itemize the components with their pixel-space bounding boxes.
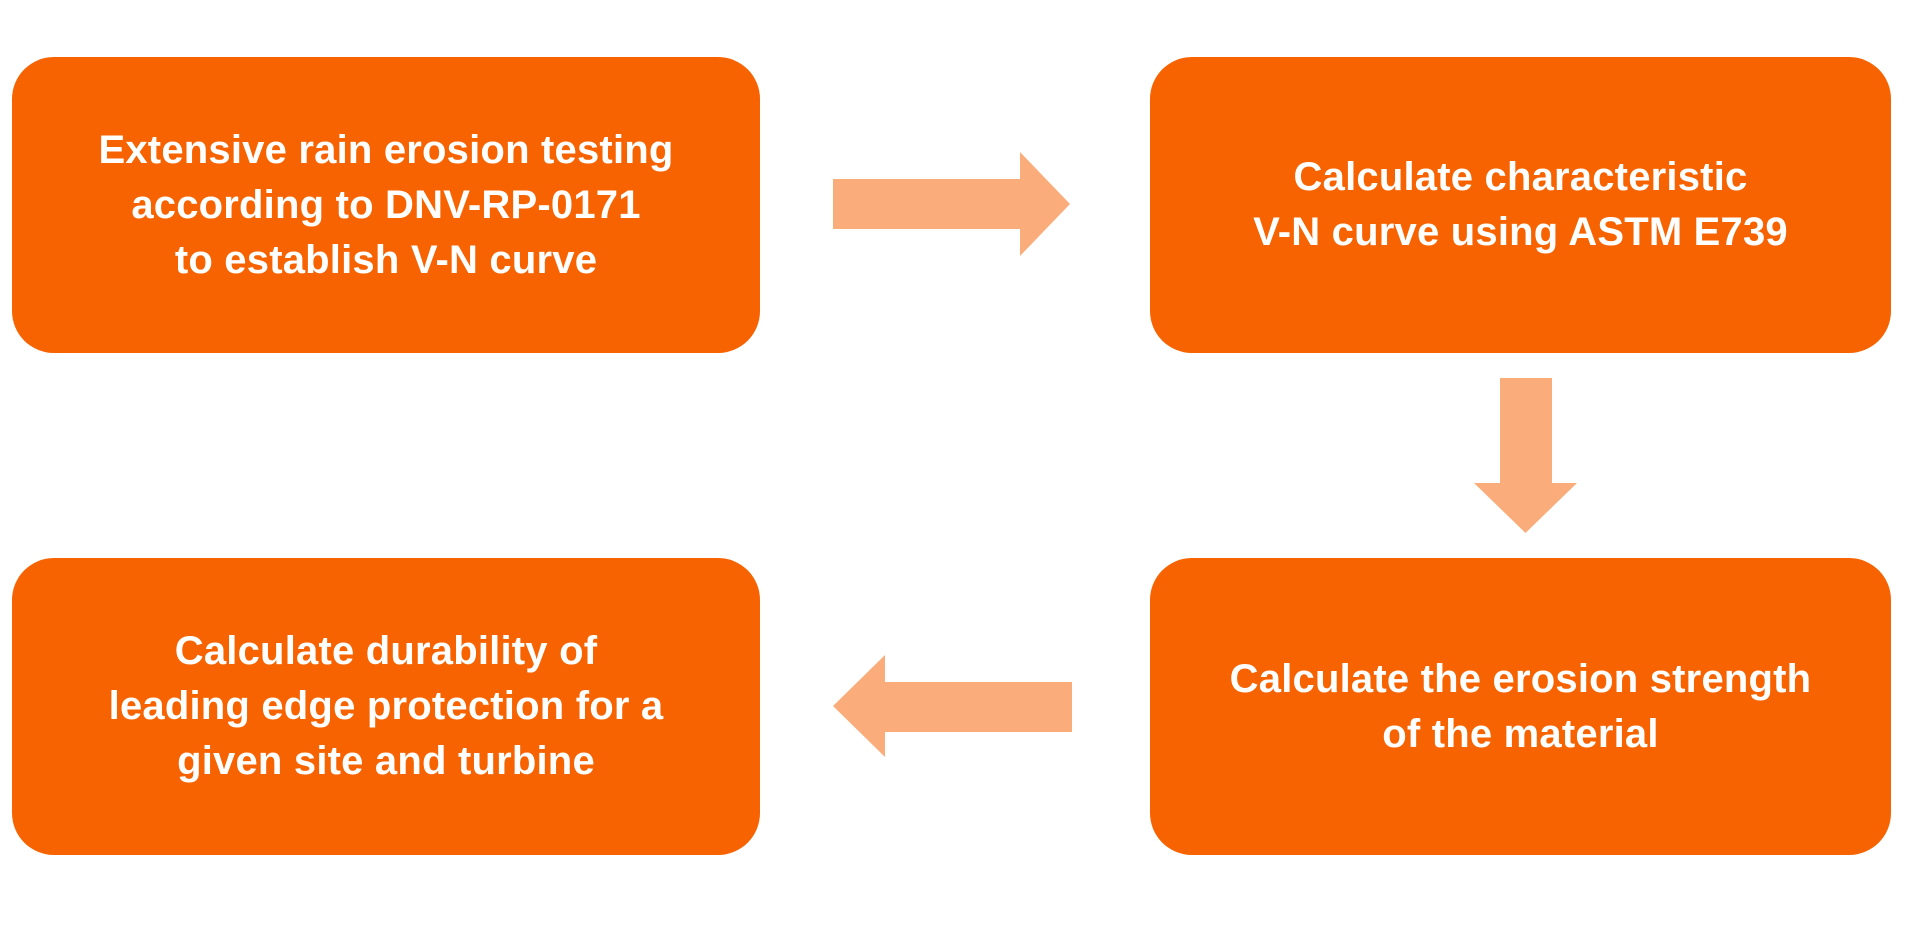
- flow-step-4-text: Calculate durability of leading edge pro…: [109, 624, 664, 789]
- flow-step-4-line-3: given site and turbine: [177, 739, 595, 783]
- flow-step-1: Extensive rain erosion testing according…: [12, 57, 760, 353]
- flow-step-2: Calculate characteristic V-N curve using…: [1150, 57, 1891, 353]
- flow-step-2-text: Calculate characteristic V-N curve using…: [1253, 150, 1788, 260]
- flow-step-4-line-1: Calculate durability of: [174, 629, 598, 673]
- flow-step-4: Calculate durability of leading edge pro…: [12, 558, 760, 855]
- flow-step-3: Calculate the erosion strength of the ma…: [1150, 558, 1891, 855]
- flow-arrow-right-icon: [833, 152, 1070, 256]
- flow-step-2-line-2: V-N curve using ASTM E739: [1253, 210, 1788, 254]
- flow-arrow-right-shape: [833, 152, 1070, 256]
- flow-step-1-line-3: to establish V-N curve: [174, 237, 598, 282]
- flow-step-4-line-2: leading edge protection for a: [108, 684, 664, 728]
- flow-step-3-text: Calculate the erosion strength of the ma…: [1230, 652, 1812, 762]
- flow-arrow-down-icon: [1474, 378, 1577, 533]
- flow-arrow-down-shape: [1474, 378, 1577, 533]
- flow-arrow-left-shape: [833, 655, 1072, 757]
- flow-arrow-left-icon: [833, 655, 1072, 757]
- flow-step-3-line-2: of the material: [1382, 711, 1659, 756]
- flow-step-1-line-1: Extensive rain erosion testing: [98, 127, 674, 172]
- flow-step-1-text: Extensive rain erosion testing according…: [98, 123, 673, 288]
- flow-step-2-line-1: Calculate characteristic: [1293, 155, 1748, 199]
- flow-step-3-line-1: Calculate the erosion strength: [1229, 656, 1812, 701]
- flow-step-1-line-2: according to DNV-RP-0171: [131, 182, 641, 227]
